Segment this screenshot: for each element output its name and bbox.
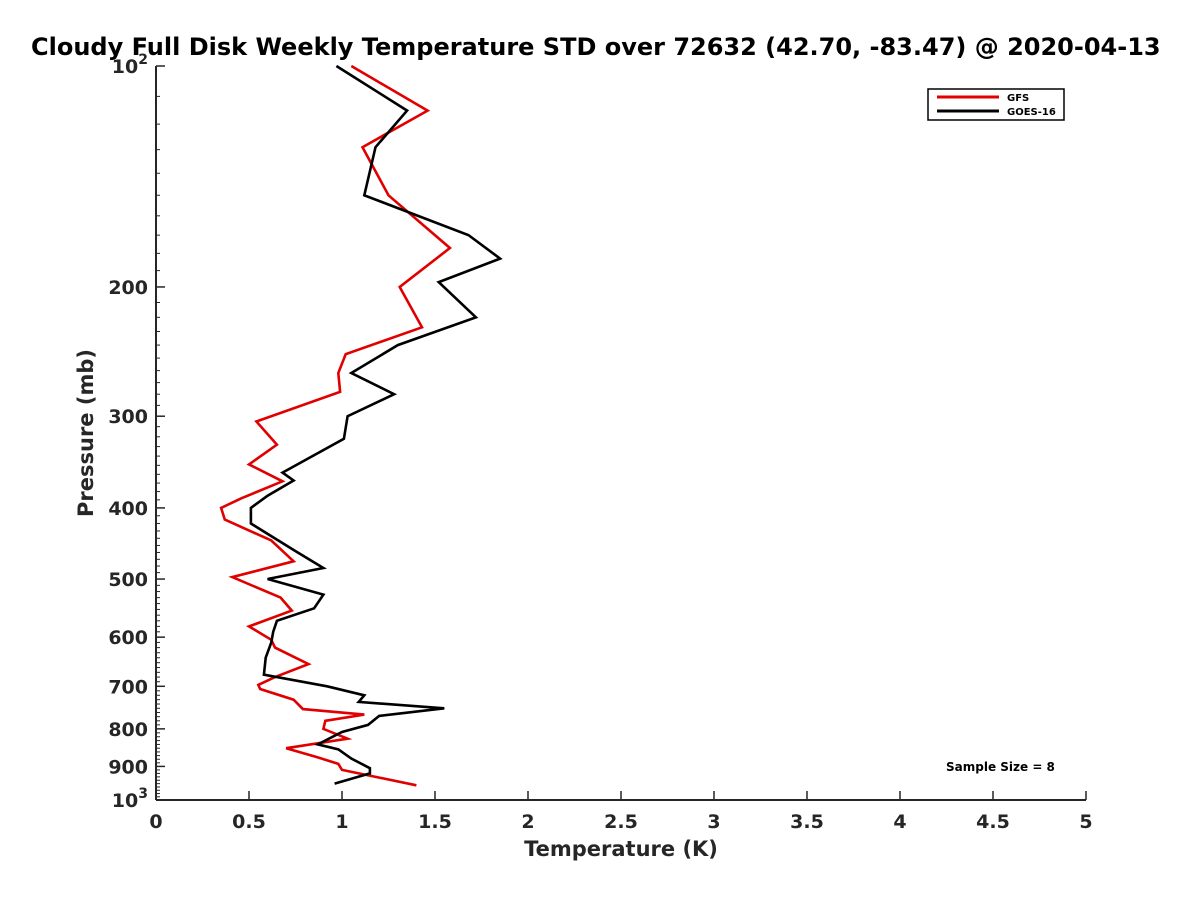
y-tick-label: 103 xyxy=(112,786,148,812)
y-tick-label: 400 xyxy=(108,498,148,520)
x-tick-label: 1 xyxy=(335,811,348,833)
x-tick-label: 2.5 xyxy=(604,811,638,833)
x-tick-label: 1.5 xyxy=(418,811,452,833)
series-lines xyxy=(219,64,503,787)
legend-label-gfs: GFS xyxy=(1007,93,1029,104)
legend-box xyxy=(927,88,1065,121)
chart-title: Cloudy Full Disk Weekly Temperature STD … xyxy=(31,33,1161,61)
legend: GFS GOES-16 xyxy=(927,88,1065,121)
series-line-goes16 xyxy=(249,64,503,785)
x-tick-label: 0.5 xyxy=(232,811,266,833)
ticks: 0 0.5 1 1.5 2 2.5 3 3.5 4 4.5 5 102 200 300 400 500 600 7… xyxy=(108,52,1092,833)
x-tick-label: 0 xyxy=(149,811,162,833)
y-tick-label: 500 xyxy=(108,569,148,591)
legend-label-goes16: GOES-16 xyxy=(1007,107,1056,118)
y-tick-label: 600 xyxy=(108,627,148,649)
y-tick-label: 800 xyxy=(108,719,148,741)
y-tick-label: 200 xyxy=(108,277,148,299)
x-tick-label: 3 xyxy=(707,811,720,833)
x-tick-label: 4 xyxy=(893,811,906,833)
series-line-gfs xyxy=(219,64,452,787)
x-tick-label: 4.5 xyxy=(976,811,1010,833)
sample-size-annotation: Sample Size = 8 xyxy=(946,760,1055,774)
x-tick-label: 3.5 xyxy=(790,811,824,833)
y-tick-label: 900 xyxy=(108,756,148,778)
y-tick-label: 300 xyxy=(108,406,148,428)
x-axis-label: Temperature (K) xyxy=(524,837,718,861)
y-tick-label: 700 xyxy=(108,676,148,698)
x-tick-label: 5 xyxy=(1079,811,1092,833)
x-tick-label: 2 xyxy=(521,811,534,833)
y-axis-label: Pressure (mb) xyxy=(74,349,98,517)
y-tick-label: 102 xyxy=(112,52,148,78)
